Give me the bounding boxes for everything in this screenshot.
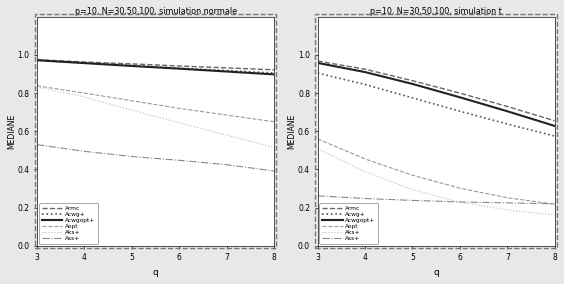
Aopt xyxy=(129,99,135,103)
X-axis label: q: q xyxy=(433,268,439,277)
Acwgopt+ xyxy=(504,110,510,113)
Ass+ xyxy=(271,169,277,173)
Aks+ xyxy=(551,213,558,217)
Acwg+ xyxy=(129,64,135,67)
Legend: Armc, Acwg+, Acwgopt+, Aopt, Aks+, Ass+: Armc, Acwg+, Acwgopt+, Aopt, Aks+, Ass+ xyxy=(319,203,378,244)
Acwgopt+ xyxy=(81,61,88,65)
Aks+ xyxy=(504,208,510,212)
Aopt xyxy=(223,113,230,117)
Ass+ xyxy=(362,197,368,200)
Aopt xyxy=(551,202,558,206)
Aopt xyxy=(176,107,183,110)
Ass+ xyxy=(223,163,230,166)
Bar xyxy=(35,14,276,248)
Line: Acwg+: Acwg+ xyxy=(318,73,554,136)
Acwg+ xyxy=(34,59,41,62)
Aopt xyxy=(271,120,277,124)
Title: p=10, N=30,50,100, simulation normale: p=10, N=30,50,100, simulation normale xyxy=(74,7,237,16)
Acwg+ xyxy=(176,66,183,70)
Line: Acwgopt+: Acwgopt+ xyxy=(37,60,274,74)
Acwg+ xyxy=(362,83,368,86)
Line: Aopt: Aopt xyxy=(37,86,274,122)
Acwgopt+ xyxy=(34,59,41,62)
Armc xyxy=(362,68,368,71)
Ass+ xyxy=(314,194,321,198)
Line: Acwgopt+: Acwgopt+ xyxy=(318,63,554,126)
Armc xyxy=(223,66,230,70)
Acwg+ xyxy=(81,61,88,65)
Line: Ass+: Ass+ xyxy=(318,196,554,204)
Y-axis label: MEDIANE: MEDIANE xyxy=(288,114,297,149)
Bar xyxy=(315,14,557,248)
Armc xyxy=(271,68,277,72)
Acwg+ xyxy=(271,71,277,75)
Armc xyxy=(409,79,416,82)
Aopt xyxy=(504,196,510,199)
Aopt xyxy=(362,157,368,161)
Line: Ass+: Ass+ xyxy=(37,145,274,171)
Aks+ xyxy=(176,121,183,124)
Aopt xyxy=(81,91,88,95)
Acwgopt+ xyxy=(223,70,230,73)
Ass+ xyxy=(176,158,183,162)
Aks+ xyxy=(456,201,463,204)
Acwgopt+ xyxy=(129,64,135,68)
Line: Aks+: Aks+ xyxy=(318,149,554,215)
Acwgopt+ xyxy=(362,70,368,74)
Armc xyxy=(81,60,88,64)
Acwgopt+ xyxy=(456,96,463,99)
Ass+ xyxy=(129,155,135,158)
Line: Armc: Armc xyxy=(37,60,274,70)
Armc xyxy=(176,64,183,68)
Line: Aks+: Aks+ xyxy=(37,87,274,147)
Armc xyxy=(456,91,463,95)
Line: Armc: Armc xyxy=(318,61,554,121)
Ass+ xyxy=(409,199,416,202)
Acwg+ xyxy=(456,110,463,113)
Acwg+ xyxy=(504,122,510,126)
Ass+ xyxy=(551,202,558,206)
X-axis label: q: q xyxy=(153,268,158,277)
Acwg+ xyxy=(551,134,558,138)
Armc xyxy=(129,62,135,66)
Aks+ xyxy=(81,95,88,99)
Aks+ xyxy=(409,188,416,191)
Acwgopt+ xyxy=(551,124,558,128)
Aks+ xyxy=(129,108,135,112)
Aks+ xyxy=(314,147,321,151)
Line: Aopt: Aopt xyxy=(318,139,554,204)
Acwgopt+ xyxy=(176,67,183,70)
Armc xyxy=(504,105,510,108)
Acwg+ xyxy=(409,96,416,100)
Acwgopt+ xyxy=(409,82,416,86)
Acwg+ xyxy=(223,69,230,72)
Ass+ xyxy=(504,201,510,204)
Aopt xyxy=(456,187,463,190)
Legend: Armc, Acwg+, Acwgopt+, Aopt, Aks+, Ass+: Armc, Acwg+, Acwgopt+, Aopt, Aks+, Ass+ xyxy=(39,203,98,244)
Y-axis label: MEDIANE: MEDIANE xyxy=(7,114,16,149)
Acwg+ xyxy=(314,71,321,75)
Aopt xyxy=(409,174,416,177)
Line: Acwg+: Acwg+ xyxy=(37,60,274,73)
Armc xyxy=(551,119,558,122)
Acwgopt+ xyxy=(314,61,321,65)
Title: p=10, N=30,50,100, simulation t: p=10, N=30,50,100, simulation t xyxy=(371,7,502,16)
Aopt xyxy=(314,137,321,141)
Armc xyxy=(34,58,41,61)
Aks+ xyxy=(34,85,41,89)
Aks+ xyxy=(362,170,368,174)
Aks+ xyxy=(223,133,230,137)
Armc xyxy=(314,59,321,63)
Acwgopt+ xyxy=(271,73,277,76)
Ass+ xyxy=(81,150,88,153)
Ass+ xyxy=(456,200,463,204)
Aks+ xyxy=(271,146,277,149)
Ass+ xyxy=(34,143,41,146)
Aopt xyxy=(34,84,41,87)
